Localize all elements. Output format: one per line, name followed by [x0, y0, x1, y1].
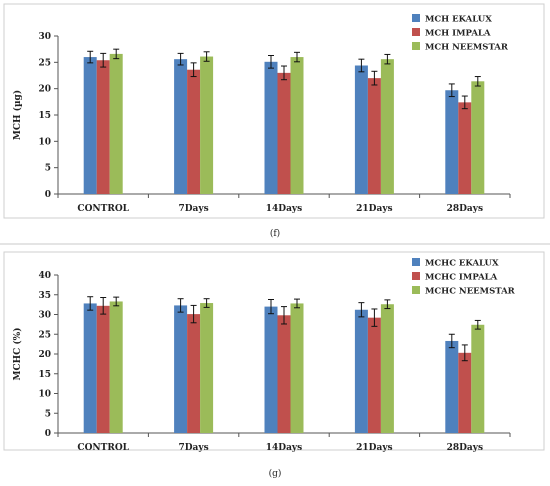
legend-swatch [412, 272, 420, 280]
x-tick-label: 14Days [266, 443, 302, 453]
x-tick-label: CONTROL [77, 204, 129, 214]
legend-label: MCHC IMPALA [425, 273, 498, 283]
y-tick-label: 10 [38, 137, 51, 147]
y-axis-label: MCHC (%) [12, 328, 23, 381]
legend-swatch [412, 42, 420, 50]
bar [109, 53, 123, 195]
legend-swatch [412, 258, 420, 266]
y-tick-label: 30 [38, 32, 51, 42]
bar [109, 301, 123, 433]
y-tick-label: 0 [45, 429, 51, 439]
x-tick-label: 14Days [266, 204, 302, 214]
bar [290, 57, 304, 194]
y-axis-label: MCH (µg) [12, 90, 23, 140]
y-tick-label: 40 [38, 271, 51, 281]
y-tick-label: 0 [45, 190, 51, 200]
bar [367, 317, 381, 433]
x-tick-label: CONTROL [77, 443, 129, 453]
figure-caption: (g) [269, 468, 282, 479]
bar [96, 305, 110, 433]
legend-swatch [412, 286, 420, 294]
chart-mchc: 0 5 10 15 20 25 30 35 40 MCHC (%) CONTROL 7Days 14Da… [3, 251, 545, 479]
legend-label: MCH IMPALA [425, 29, 491, 39]
y-tick-label: 20 [38, 85, 51, 95]
y-tick-label: 10 [38, 390, 51, 400]
x-tick-label: 7Days [178, 443, 208, 453]
chart-frame [3, 3, 545, 219]
y-tick-label: 20 [38, 350, 51, 360]
bar [264, 61, 278, 194]
legend-label: MCH EKALUX [425, 15, 492, 25]
bar [200, 303, 214, 433]
x-tick-label: 28Days [447, 204, 483, 214]
y-tick-label: 5 [45, 164, 51, 174]
bar [200, 56, 214, 194]
chart-frame [3, 251, 545, 451]
y-tick-label: 15 [38, 370, 51, 380]
bar [367, 78, 381, 194]
bar [174, 305, 188, 433]
bar [380, 304, 394, 433]
chart-mch: 0 5 10 15 20 25 30 MCH (µg) CONTROL 7Days 14Days 21… [3, 3, 545, 239]
legend-label: MCHC EKALUX [425, 259, 499, 269]
bar [264, 306, 278, 433]
bar [83, 57, 97, 194]
bar [277, 315, 291, 433]
bar [174, 59, 188, 194]
y-tick-label: 30 [38, 311, 51, 321]
bar [458, 352, 472, 433]
x-tick-label: 28Days [447, 443, 483, 453]
y-tick-label: 25 [38, 58, 51, 68]
bar [187, 69, 201, 194]
bar [354, 309, 368, 433]
bar [458, 102, 472, 194]
y-tick-label: 15 [38, 111, 51, 121]
x-tick-label: 21Days [356, 204, 392, 214]
legend-label: MCHC NEEMSTAR [425, 287, 516, 297]
x-tick-label: 7Days [178, 204, 208, 214]
legend-swatch [412, 14, 420, 22]
y-tick-label: 5 [45, 409, 51, 419]
x-tick-label: 21Days [356, 443, 392, 453]
bar [471, 324, 485, 433]
y-tick-label: 25 [38, 330, 51, 340]
bar [96, 60, 110, 194]
bar [445, 90, 459, 194]
bar [445, 340, 459, 433]
legend-swatch [412, 28, 420, 36]
bar [277, 72, 291, 194]
legend-label: MCH NEEMSTAR [425, 43, 509, 53]
bar [187, 314, 201, 433]
y-tick-label: 35 [38, 291, 51, 301]
figure-caption: (f) [270, 228, 280, 239]
bar [380, 59, 394, 194]
bar [471, 81, 485, 194]
bar [83, 303, 97, 433]
bar [290, 303, 304, 433]
bar [354, 65, 368, 194]
